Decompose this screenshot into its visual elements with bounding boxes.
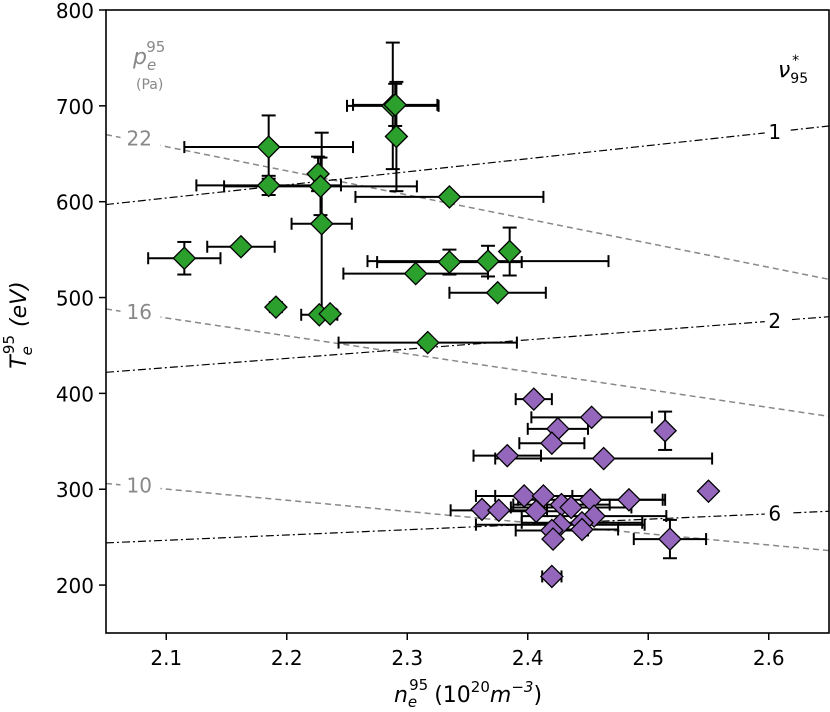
collisionality-label-2: 2: [768, 309, 781, 333]
data-point-purple: [495, 443, 520, 468]
data-point-green: [172, 246, 197, 271]
data-point-purple: [696, 479, 721, 504]
pressure-legend-unit: (Pa): [136, 77, 163, 93]
data-point-green: [309, 211, 334, 236]
data-point-purple: [524, 499, 549, 524]
data-point-green: [437, 250, 462, 274]
data-point-purple: [653, 418, 678, 443]
data-point-green: [256, 173, 281, 198]
x-tick-label: 2.3: [391, 646, 423, 670]
data-point-green: [383, 92, 408, 117]
data-point-purple: [559, 495, 584, 520]
y-tick-label: 700: [56, 95, 94, 119]
y-tick-label: 800: [56, 0, 94, 23]
x-axis-ticks: 2.1 2.2 2.3 2.4 2.5 2.6: [150, 633, 785, 670]
isoline-label-layer: 22 16 10 1 2 6: [120, 117, 791, 526]
marker-layer: [172, 92, 721, 589]
data-point-green: [497, 239, 522, 264]
data-point-green: [403, 261, 428, 286]
data-point-purple: [591, 446, 616, 471]
x-tick-label: 2.4: [512, 646, 544, 670]
isobar-label-22: 22: [126, 127, 151, 151]
y-axis-ticks: 200 300 400 500 600 700 800: [56, 0, 106, 598]
data-point-green: [318, 301, 343, 326]
isobar-label-bg: [120, 471, 161, 498]
data-point-purple: [470, 497, 494, 522]
collisionality-label-bg: [764, 117, 791, 144]
y-axis-title: Te95(eV): [0, 281, 36, 369]
data-point-green: [229, 234, 253, 259]
data-point-green: [485, 280, 510, 305]
isobar-label-bg: [120, 124, 161, 151]
y-tick-label: 500: [56, 287, 94, 311]
data-point-green: [476, 249, 500, 274]
data-point-purple: [539, 564, 564, 589]
data-point-purple: [579, 405, 604, 430]
data-point-purple: [658, 527, 682, 551]
x-tick-label: 2.6: [753, 646, 785, 670]
x-tick-label: 2.5: [632, 646, 664, 670]
plot-frame: [105, 9, 830, 634]
y-tick-label: 600: [56, 191, 94, 215]
x-tick-label: 2.1: [150, 646, 182, 670]
collisionality-line-1: [106, 125, 829, 206]
nu-legend-title: ν95*: [778, 53, 808, 87]
isobar-line-16: [106, 308, 829, 418]
data-point-purple: [570, 517, 594, 542]
isobar-label-bg: [120, 298, 161, 325]
data-point-green: [437, 184, 462, 209]
data-point-green: [384, 124, 409, 149]
collisionality-label-bg: [764, 499, 791, 526]
isoline-layer: [106, 125, 829, 552]
collisionality-label-bg: [764, 306, 791, 333]
collisionality-line-6: [106, 510, 829, 544]
pressure-legend-title: pe95: [132, 38, 165, 74]
data-point-green: [415, 330, 440, 355]
data-point-purple: [539, 431, 564, 456]
x-tick-label: 2.2: [271, 646, 303, 670]
isobar-line-10: [106, 482, 829, 552]
data-point-green: [308, 174, 333, 199]
data-point-purple: [617, 487, 641, 512]
isobar-label-16: 16: [126, 300, 151, 324]
x-axis-title: ne95 (1020m−3): [394, 676, 542, 711]
y-tick-label: 300: [56, 478, 94, 502]
isobar-line-22: [106, 133, 829, 281]
collisionality-label-6: 6: [768, 502, 781, 526]
data-point-purple: [486, 498, 511, 523]
y-tick-label: 200: [56, 574, 94, 598]
data-point-purple: [541, 527, 565, 551]
data-point-purple: [512, 484, 537, 508]
collisionality-line-2: [106, 316, 829, 373]
y-tick-label: 400: [56, 382, 94, 406]
isobar-label-10: 10: [126, 473, 151, 497]
data-point-purple: [521, 387, 546, 412]
data-point-green: [256, 135, 281, 159]
data-point-green: [263, 295, 288, 320]
collisionality-label-1: 1: [768, 120, 781, 144]
